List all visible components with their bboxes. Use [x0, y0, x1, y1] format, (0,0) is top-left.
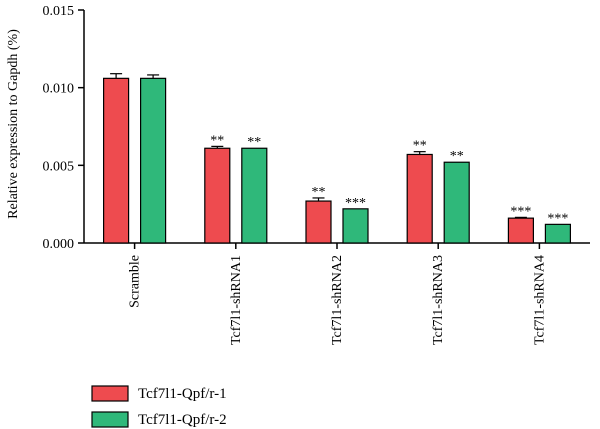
- significance-label: ***: [510, 204, 531, 219]
- bar-tcf7l1-qpf-r-1: [406, 153, 433, 244]
- significance-label: ***: [547, 211, 568, 226]
- category-labels: Scramble Tcf7l1-shRNA1 Tcf7l1-shRNA2 Tcf7l1…: [128, 255, 548, 345]
- category-label: Tcf7l1-shRNA3: [431, 255, 446, 345]
- y-tick-label: 0.005: [43, 159, 75, 174]
- legend-label: Tcf7l1-Qpf/r-2: [138, 412, 227, 428]
- bar-tcf7l1-qpf-r-2: [342, 208, 369, 244]
- y-axis-label: Relative expression to Gapdh (%): [6, 29, 21, 219]
- significance-label: **: [210, 133, 224, 148]
- legend-swatch: [91, 411, 129, 428]
- bar-tcf7l1-qpf-r-2: [443, 161, 470, 244]
- x-axis: [84, 242, 590, 249]
- y-axis: 0.000 0.005 0.010 0.015: [43, 4, 85, 252]
- bar-tcf7l1-qpf-r-2: [140, 77, 167, 244]
- significance-label: **: [247, 135, 261, 150]
- y-tick-label: 0.000: [43, 237, 75, 252]
- bar-tcf7l1-qpf-r-1: [507, 217, 534, 244]
- bar-tcf7l1-qpf-r-2: [241, 147, 268, 244]
- significance-label: ***: [345, 196, 366, 211]
- y-tick-label: 0.015: [43, 4, 75, 19]
- category-label: Tcf7l1-shRNA1: [229, 255, 244, 345]
- bar-tcf7l1-qpf-r-1: [102, 77, 130, 244]
- legend-swatch: [91, 385, 129, 402]
- legend: Tcf7l1-Qpf/r-1 Tcf7l1-Qpf/r-2: [91, 385, 227, 428]
- significance-label: **: [312, 185, 326, 200]
- bar-tcf7l1-qpf-r-1: [305, 200, 332, 244]
- y-tick-label: 0.010: [43, 82, 75, 97]
- bar-tcf7l1-qpf-r-1: [204, 147, 231, 244]
- significance-label: **: [413, 139, 427, 154]
- significance-label: **: [450, 149, 464, 164]
- category-label: Tcf7l1-shRNA4: [532, 255, 547, 345]
- bar-tcf7l1-qpf-r-2: [544, 223, 572, 244]
- category-label: Tcf7l1-shRNA2: [330, 255, 345, 345]
- bars: ** ************** ***: [102, 73, 572, 244]
- legend-label: Tcf7l1-Qpf/r-1: [138, 386, 227, 402]
- category-label: Scramble: [128, 255, 143, 308]
